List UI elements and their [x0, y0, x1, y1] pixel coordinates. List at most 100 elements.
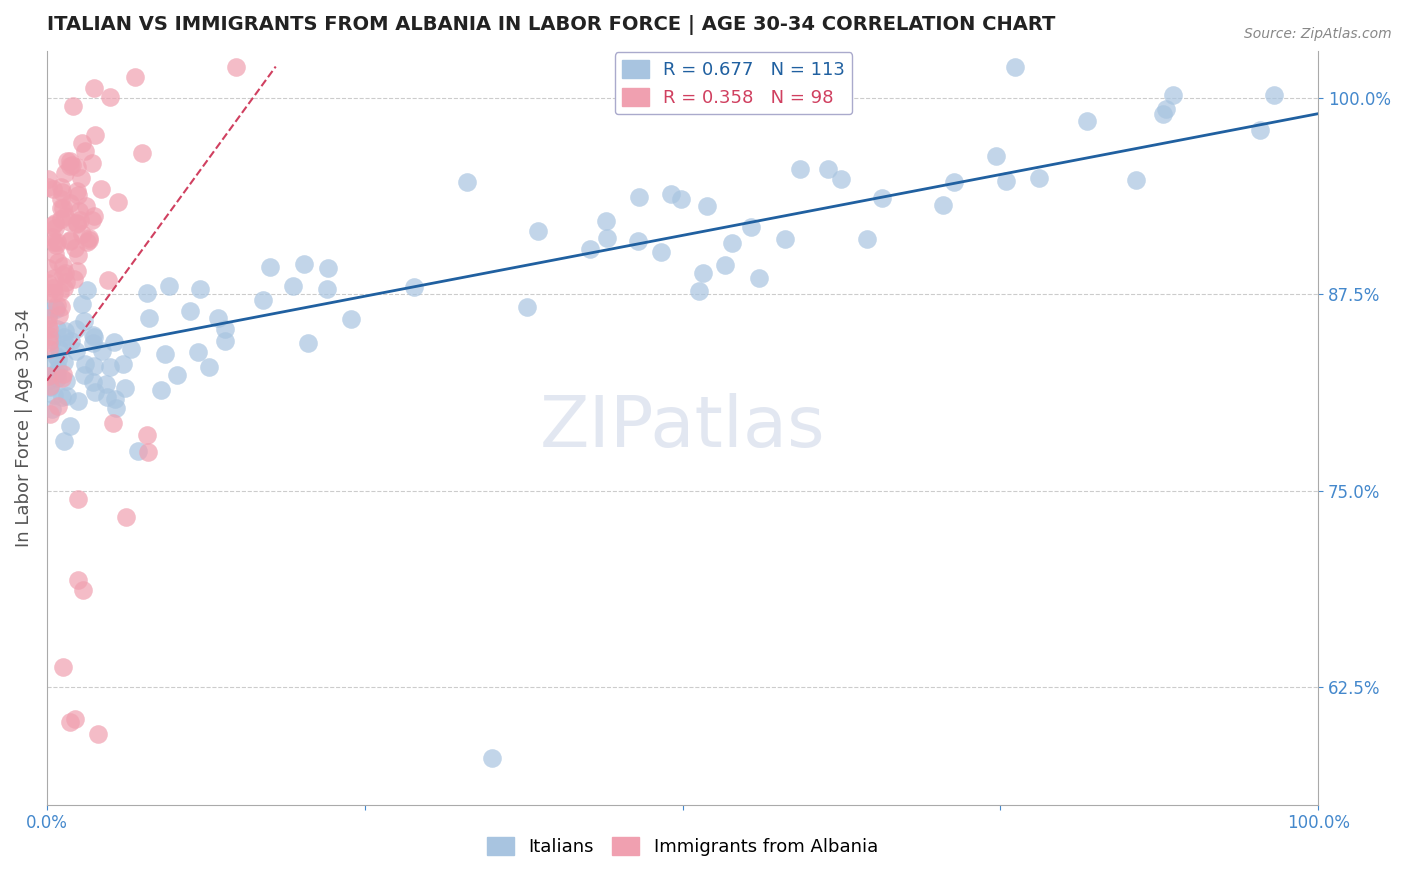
Point	[817, 162, 839, 177]
Point	[252, 293, 274, 308]
Point	[66, 216, 89, 230]
Point	[53, 324, 76, 338]
Point	[297, 335, 319, 350]
Point	[42, 181, 65, 195]
Point	[55, 276, 77, 290]
Point	[98, 89, 121, 103]
Point	[46, 321, 69, 335]
Point	[42, 281, 65, 295]
Point	[596, 230, 619, 244]
Point	[44, 246, 66, 260]
Point	[59, 234, 82, 248]
Point	[1004, 60, 1026, 74]
Point	[688, 285, 710, 299]
Point	[579, 242, 602, 256]
Point	[52, 367, 75, 381]
Point	[943, 175, 966, 189]
Point	[41, 402, 63, 417]
Point	[44, 302, 66, 317]
Point	[48, 308, 70, 322]
Point	[67, 188, 90, 202]
Point	[38, 342, 60, 356]
Point	[37, 180, 59, 194]
Point	[527, 224, 550, 238]
Point	[107, 194, 129, 209]
Point	[46, 362, 69, 376]
Point	[38, 334, 60, 349]
Point	[52, 660, 75, 674]
Point	[66, 160, 89, 174]
Point	[214, 322, 236, 336]
Point	[932, 198, 955, 212]
Point	[1152, 107, 1174, 121]
Point	[292, 257, 315, 271]
Point	[44, 301, 66, 316]
Point	[45, 366, 67, 380]
Point	[456, 175, 478, 189]
Point	[91, 343, 114, 358]
Point	[66, 184, 89, 198]
Point	[696, 199, 718, 213]
Point	[104, 401, 127, 415]
Point	[59, 215, 82, 229]
Point	[188, 282, 211, 296]
Point	[37, 260, 59, 275]
Point	[63, 712, 86, 726]
Point	[830, 172, 852, 186]
Point	[82, 336, 104, 351]
Text: ITALIAN VS IMMIGRANTS FROM ALBANIA IN LABOR FORCE | AGE 30-34 CORRELATION CHART: ITALIAN VS IMMIGRANTS FROM ALBANIA IN LA…	[46, 15, 1056, 35]
Point	[59, 334, 82, 348]
Point	[41, 230, 63, 244]
Point	[66, 264, 89, 278]
Point	[42, 388, 65, 402]
Point	[77, 230, 100, 244]
Point	[53, 355, 76, 369]
Point	[316, 282, 339, 296]
Point	[38, 407, 60, 421]
Point	[38, 321, 60, 335]
Point	[46, 255, 69, 269]
Point	[994, 174, 1017, 188]
Point	[402, 279, 425, 293]
Point	[44, 220, 66, 235]
Legend: R = 0.677   N = 113, R = 0.358   N = 98: R = 0.677 N = 113, R = 0.358 N = 98	[614, 53, 852, 114]
Text: Source: ZipAtlas.com: Source: ZipAtlas.com	[1244, 27, 1392, 41]
Point	[90, 182, 112, 196]
Point	[692, 266, 714, 280]
Point	[595, 214, 617, 228]
Point	[44, 216, 66, 230]
Point	[56, 389, 79, 403]
Point	[72, 368, 94, 382]
Point	[38, 373, 60, 387]
Point	[179, 304, 201, 318]
Point	[48, 342, 70, 356]
Point	[41, 333, 63, 347]
Point	[84, 385, 107, 400]
Point	[83, 330, 105, 344]
Point	[69, 212, 91, 227]
Point	[51, 186, 73, 200]
Point	[39, 369, 62, 384]
Point	[62, 99, 84, 113]
Point	[72, 583, 94, 598]
Point	[44, 235, 66, 249]
Point	[789, 162, 811, 177]
Point	[124, 70, 146, 84]
Point	[82, 212, 104, 227]
Point	[659, 186, 682, 201]
Point	[46, 399, 69, 413]
Point	[60, 158, 83, 172]
Point	[1125, 173, 1147, 187]
Point	[94, 376, 117, 391]
Point	[114, 381, 136, 395]
Point	[740, 220, 762, 235]
Point	[44, 271, 66, 285]
Point	[214, 334, 236, 348]
Point	[58, 159, 80, 173]
Point	[63, 241, 86, 255]
Point	[49, 301, 72, 315]
Point	[59, 233, 82, 247]
Point	[42, 285, 65, 300]
Point	[70, 296, 93, 310]
Point	[76, 283, 98, 297]
